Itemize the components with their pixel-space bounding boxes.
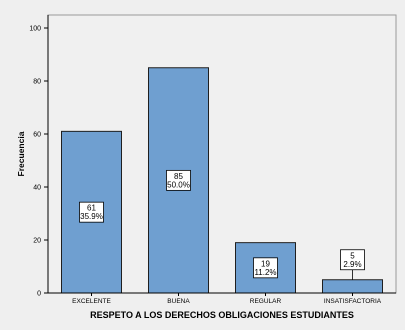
- x-axis-label: RESPETO A LOS DERECHOS OBLIGACIONES ESTU…: [90, 310, 354, 320]
- data-label-percent: 2.9%: [343, 260, 361, 269]
- data-label-count: 19: [261, 259, 270, 268]
- data-label-percent: 11.2%: [254, 268, 276, 277]
- data-label-box: [340, 249, 365, 271]
- data-label-box: [253, 257, 278, 279]
- data-label-box: [166, 169, 191, 191]
- y-tick-label: 100: [29, 26, 41, 33]
- data-label-count: 85: [174, 172, 183, 181]
- x-tick-label: BUENA: [167, 298, 190, 305]
- y-axis-ticks: 0 20 40 60 80 100: [29, 26, 48, 298]
- bar: [322, 279, 383, 294]
- data-label-count: 5: [350, 251, 355, 260]
- x-axis-ticks: EXCELENTE BUENA REGULAR INSATISFACTORIA: [72, 293, 382, 305]
- y-tick-label: 20: [33, 238, 41, 245]
- x-tick-label: REGULAR: [250, 298, 282, 305]
- y-tick-label: 80: [33, 79, 41, 86]
- data-label-count: 61: [87, 204, 96, 213]
- x-tick-label: INSATISFACTORIA: [324, 298, 382, 305]
- y-tick-label: 40: [33, 185, 41, 192]
- data-label-box: [79, 201, 104, 223]
- data-label-percent: 50.0%: [167, 180, 190, 189]
- y-tick-label: 60: [33, 132, 41, 139]
- y-tick-label: 0: [37, 291, 41, 298]
- data-label-percent: 35.9%: [80, 212, 103, 221]
- y-axis-label: Frecuencia: [16, 131, 26, 176]
- x-tick-label: EXCELENTE: [72, 298, 111, 305]
